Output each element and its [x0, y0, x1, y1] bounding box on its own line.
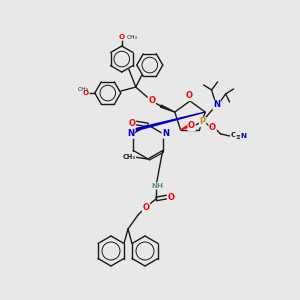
Text: O: O	[142, 202, 149, 211]
Text: N: N	[162, 129, 169, 138]
Text: CH₃: CH₃	[122, 154, 136, 160]
Text: O: O	[148, 96, 155, 105]
Text: NH: NH	[151, 183, 163, 189]
Text: C: C	[231, 132, 236, 138]
Text: O: O	[83, 90, 89, 96]
Text: N: N	[241, 133, 247, 139]
Polygon shape	[136, 112, 205, 130]
Text: O: O	[167, 193, 175, 202]
Text: O: O	[185, 92, 193, 100]
Text: O: O	[128, 118, 136, 127]
Text: N: N	[127, 129, 134, 138]
Text: N: N	[127, 129, 134, 138]
Text: CH₃: CH₃	[127, 34, 138, 40]
Polygon shape	[181, 125, 189, 130]
Text: O: O	[119, 34, 125, 40]
Text: P: P	[200, 117, 206, 126]
Polygon shape	[160, 105, 175, 112]
Text: O: O	[188, 122, 195, 130]
Text: ≡: ≡	[236, 133, 242, 139]
Text: O: O	[209, 123, 216, 132]
Text: N: N	[213, 100, 220, 109]
Text: CH₃: CH₃	[77, 87, 88, 92]
